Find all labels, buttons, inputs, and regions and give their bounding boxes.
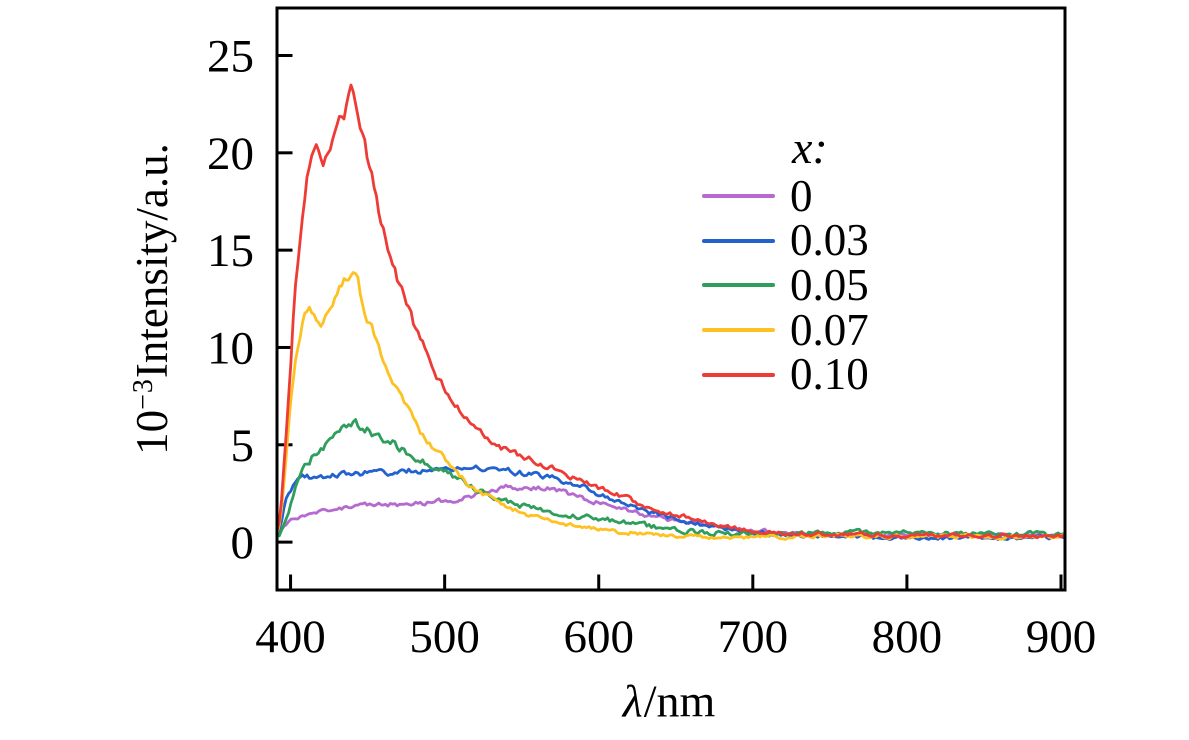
y-tick-label-0: 0 (231, 517, 255, 569)
legend-label-x-0: 0 (790, 170, 813, 221)
y-axis-title-base: 10 (127, 409, 177, 455)
x-tick-label-400: 400 (255, 611, 326, 663)
x-tick-label-800: 800 (872, 611, 943, 663)
legend-swatch-x-0 (702, 194, 775, 199)
legend-item-x-0.10: 0.10 (700, 352, 869, 397)
y-tick-label-15: 15 (207, 225, 254, 277)
legend-item-x-0.05: 0.05 (700, 259, 869, 310)
legend-rows: 0 0.03 0.05 0.07 0.10 (700, 170, 869, 397)
x-tick-label-600: 600 (563, 611, 634, 663)
y-axis-title: 10−3Intensity/a.u. (126, 143, 178, 455)
x-axis-title-unit: /nm (643, 675, 716, 727)
legend-label-x-0.07: 0.07 (790, 304, 869, 355)
legend-swatch-x-0.07 (702, 328, 775, 333)
legend-title: x: (792, 122, 828, 173)
x-tick-label-900: 900 (1026, 611, 1097, 663)
series-line-x-0.03 (278, 464, 1064, 541)
legend-item-x-0.07: 0.07 (700, 304, 869, 355)
x-tick-label-500: 500 (409, 611, 480, 663)
legend-item-x-0.03: 0.03 (700, 215, 869, 266)
legend-label-x-0.03: 0.03 (790, 215, 869, 266)
y-axis-title-exponent: −3 (128, 378, 159, 410)
series-line-x-0.07 (278, 271, 1064, 541)
series-line-x-0.05 (278, 418, 1064, 538)
legend-swatch-x-0.03 (702, 238, 775, 243)
y-tick-label-5: 5 (231, 420, 255, 472)
y-tick-label-10: 10 (207, 322, 254, 374)
x-axis-title: λ/nm (623, 675, 716, 728)
legend-label-x-0.10: 0.10 (790, 349, 869, 400)
x-axis-title-symbol: λ (622, 675, 643, 727)
legend-swatch-x-0.10 (702, 372, 775, 377)
series-line-x-0.10 (278, 83, 1064, 540)
y-axis-title-rest: Intensity/a.u. (127, 143, 177, 379)
x-tick-label-700: 700 (718, 611, 789, 663)
legend-swatch-x-0.05 (702, 283, 775, 288)
y-tick-label-20: 20 (207, 128, 254, 180)
legend-item-x-0: 0 (700, 170, 869, 221)
plot-border (275, 6, 1067, 592)
y-tick-label-25: 25 (207, 30, 254, 82)
legend-label-x-0.05: 0.05 (790, 259, 869, 310)
legend: x: 0 0.03 0.05 0.07 0.10 (700, 122, 869, 397)
